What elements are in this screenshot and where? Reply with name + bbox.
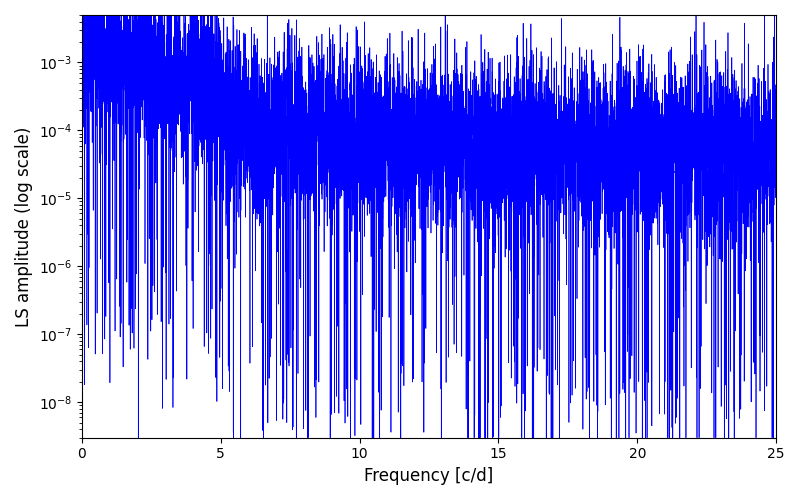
Y-axis label: LS amplitude (log scale): LS amplitude (log scale) <box>15 126 33 326</box>
X-axis label: Frequency [c/d]: Frequency [c/d] <box>364 467 494 485</box>
